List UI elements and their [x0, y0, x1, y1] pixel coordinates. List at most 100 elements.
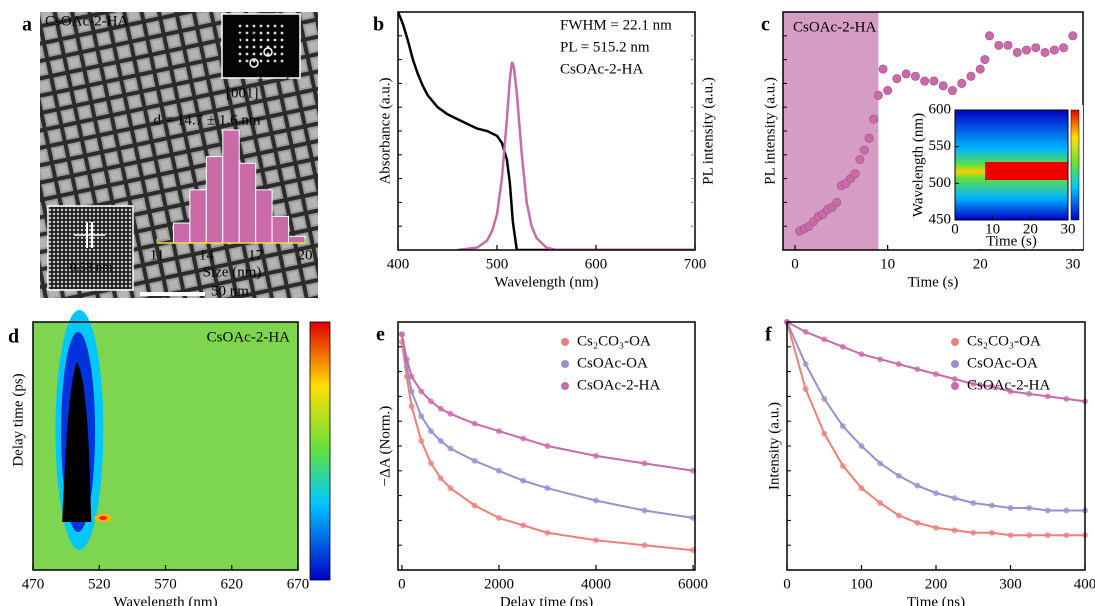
fft-spot: [252, 24, 256, 28]
fft-spot: [245, 45, 249, 49]
panel-letter: f: [765, 324, 772, 346]
annotation: (001): [225, 30, 258, 46]
heatmap-core: [62, 362, 92, 522]
hrtem-inset: [47, 205, 134, 291]
fft-spot: [273, 59, 277, 63]
data-point: [873, 90, 883, 100]
x-tick-label: 400: [1074, 576, 1095, 592]
x-tick-label: 500: [486, 256, 509, 272]
data-point: [869, 114, 879, 124]
inset-x-tick-label: 30: [1061, 221, 1076, 237]
x-tick-label: 20: [298, 247, 313, 263]
fft-spot: [252, 45, 256, 49]
legend-marker: [951, 360, 959, 368]
annotation: 50 nm: [211, 283, 249, 299]
data-point: [994, 40, 1004, 50]
histogram-bar: [271, 215, 290, 244]
data-point: [1031, 43, 1041, 53]
fft-spot: [280, 59, 284, 63]
x-tick-label: 20: [973, 256, 988, 272]
y-axis-label: Absorbance (a.u.): [377, 77, 393, 184]
fft-spot: [266, 52, 270, 56]
x-tick-label: 570: [154, 576, 177, 592]
histogram-bar: [288, 235, 306, 244]
fft-spot: [280, 24, 284, 28]
colorbar: [309, 321, 331, 581]
fft-ring: [249, 58, 259, 68]
x-tick-label: 520: [88, 576, 111, 592]
panel-letter: d: [8, 326, 19, 348]
inset-x-tick-label: 20: [1023, 221, 1038, 237]
fft-spot: [245, 59, 249, 63]
spectrum-line: [398, 12, 695, 250]
fft-spot: [238, 52, 242, 56]
inset-colorbar: [1070, 109, 1080, 221]
panel-letter: c: [761, 14, 770, 36]
fft-spot: [259, 24, 263, 28]
spectrum-line: [457, 61, 695, 250]
data-point: [850, 169, 860, 179]
histogram-bar: [189, 189, 207, 244]
legend-label: Cs₂CO₃-OA: [967, 333, 1041, 349]
fft-spot: [280, 52, 284, 56]
x-tick-label: 30: [1065, 256, 1080, 272]
data-point: [975, 64, 985, 74]
x-tick-label: 0: [783, 576, 791, 592]
annotation: d = 14.7 ± 1.6 nm: [153, 112, 260, 128]
x-axis-label: Wavelength (nm): [113, 594, 217, 606]
data-point: [1049, 45, 1059, 55]
x-tick-label: 4000: [581, 576, 611, 592]
fft-spot: [252, 52, 256, 56]
inset-y-tick-label: 450: [929, 211, 952, 227]
data-point: [859, 145, 869, 155]
fft-spot: [273, 24, 277, 28]
y-axis-label: Intensity (a.u.): [766, 402, 782, 490]
legend-marker: [561, 382, 569, 390]
data-point: [1003, 40, 1013, 50]
fft-spot: [259, 59, 263, 63]
inset-y-label: Wavelength (nm): [910, 113, 926, 217]
fft-spot: [259, 31, 263, 35]
y-axis-label: PL intensity (a.u.): [762, 77, 778, 185]
annotation: 0.58 nm: [70, 259, 113, 274]
legend-marker: [951, 382, 959, 390]
fft-spot: [273, 38, 277, 42]
legend-marker: [561, 360, 569, 368]
annotation: PL = 515.2 nm: [560, 39, 650, 55]
fft-spot: [266, 24, 270, 28]
fit-line: [400, 341, 694, 552]
fft-spot: [245, 52, 249, 56]
x-axis-label: Delay time (ps): [500, 594, 593, 606]
fft-spot: [252, 31, 256, 35]
x-tick-label: 600: [585, 256, 608, 272]
data-point: [1022, 45, 1032, 55]
data-point: [984, 31, 994, 41]
x-axis-label: Size (nm): [203, 264, 262, 280]
inset-x-tick-label: 0: [951, 221, 959, 237]
fft-spot: [259, 45, 263, 49]
annotation: CsOAc-2-HA: [45, 13, 128, 29]
data-point: [864, 133, 874, 143]
fft-spot: [280, 38, 284, 42]
fit-line: [400, 334, 694, 472]
y-axis-label: −ΔA (Norm.): [377, 406, 393, 487]
fft-spot: [273, 31, 277, 35]
fft-spot: [245, 24, 249, 28]
fit-line: [400, 334, 694, 519]
fft-spot: [259, 52, 263, 56]
legend-label: CsOAc-OA: [577, 355, 648, 371]
panel-letter: a: [22, 14, 32, 36]
fit-line: [786, 321, 1085, 512]
data-point: [947, 86, 957, 96]
inset-y-tick-label: 600: [929, 101, 952, 117]
inset-y-tick-label: 500: [929, 175, 952, 191]
x-tick-label: 0: [398, 576, 406, 592]
legend-label: CsOAc-2-HA: [577, 377, 660, 393]
histogram-bar: [238, 162, 257, 244]
fft-spot: [252, 38, 256, 42]
inset-y-tick-label: 550: [929, 138, 952, 154]
fft-spot: [238, 59, 242, 63]
data-point: [398, 331, 405, 338]
data-point: [966, 71, 976, 81]
